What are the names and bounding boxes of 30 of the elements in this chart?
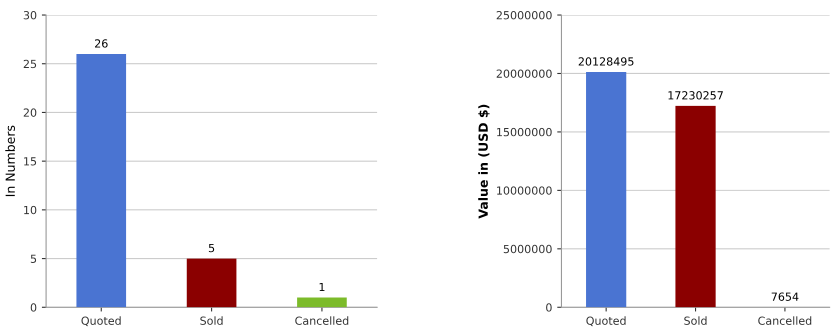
y-tick-label: 30 xyxy=(24,11,36,20)
y-tick-label: 10000000 xyxy=(497,186,552,195)
data-label: 7654 xyxy=(772,292,798,301)
x-tick-label: Cancelled xyxy=(295,316,348,325)
data-label: 20128495 xyxy=(578,57,634,66)
data-label: 1 xyxy=(320,282,324,292)
y-axis-title: Value in (USD $) xyxy=(478,104,490,219)
data-label: 5 xyxy=(208,244,214,252)
y-tick-label: 25000000 xyxy=(496,11,552,20)
y-tick-label: 25 xyxy=(24,60,36,68)
bar xyxy=(186,258,236,308)
y-tick-label: 5 xyxy=(30,254,36,263)
y-tick-label: 15000000 xyxy=(497,128,552,136)
data-label: 17230257 xyxy=(668,91,723,100)
bar xyxy=(76,54,126,308)
y-tick-label: 0 xyxy=(30,303,36,312)
x-tick-label: Sold xyxy=(200,316,223,325)
x-tick-label: Sold xyxy=(684,316,707,325)
y-tick-label: 0 xyxy=(546,303,552,312)
y-tick-label: 15 xyxy=(24,157,36,166)
bar xyxy=(297,298,347,308)
y-tick-label: 20000000 xyxy=(496,69,552,78)
data-label: 26 xyxy=(95,39,108,48)
y-tick-label: 20 xyxy=(24,108,36,117)
x-tick-label: Quoted xyxy=(586,316,626,326)
x-tick-label: Quoted xyxy=(81,316,121,326)
y-tick-label: 10 xyxy=(24,206,36,214)
x-tick-label: Cancelled xyxy=(758,316,812,325)
y-tick-label: 5000000 xyxy=(504,244,552,254)
y-axis-title: In Numbers xyxy=(5,126,15,196)
